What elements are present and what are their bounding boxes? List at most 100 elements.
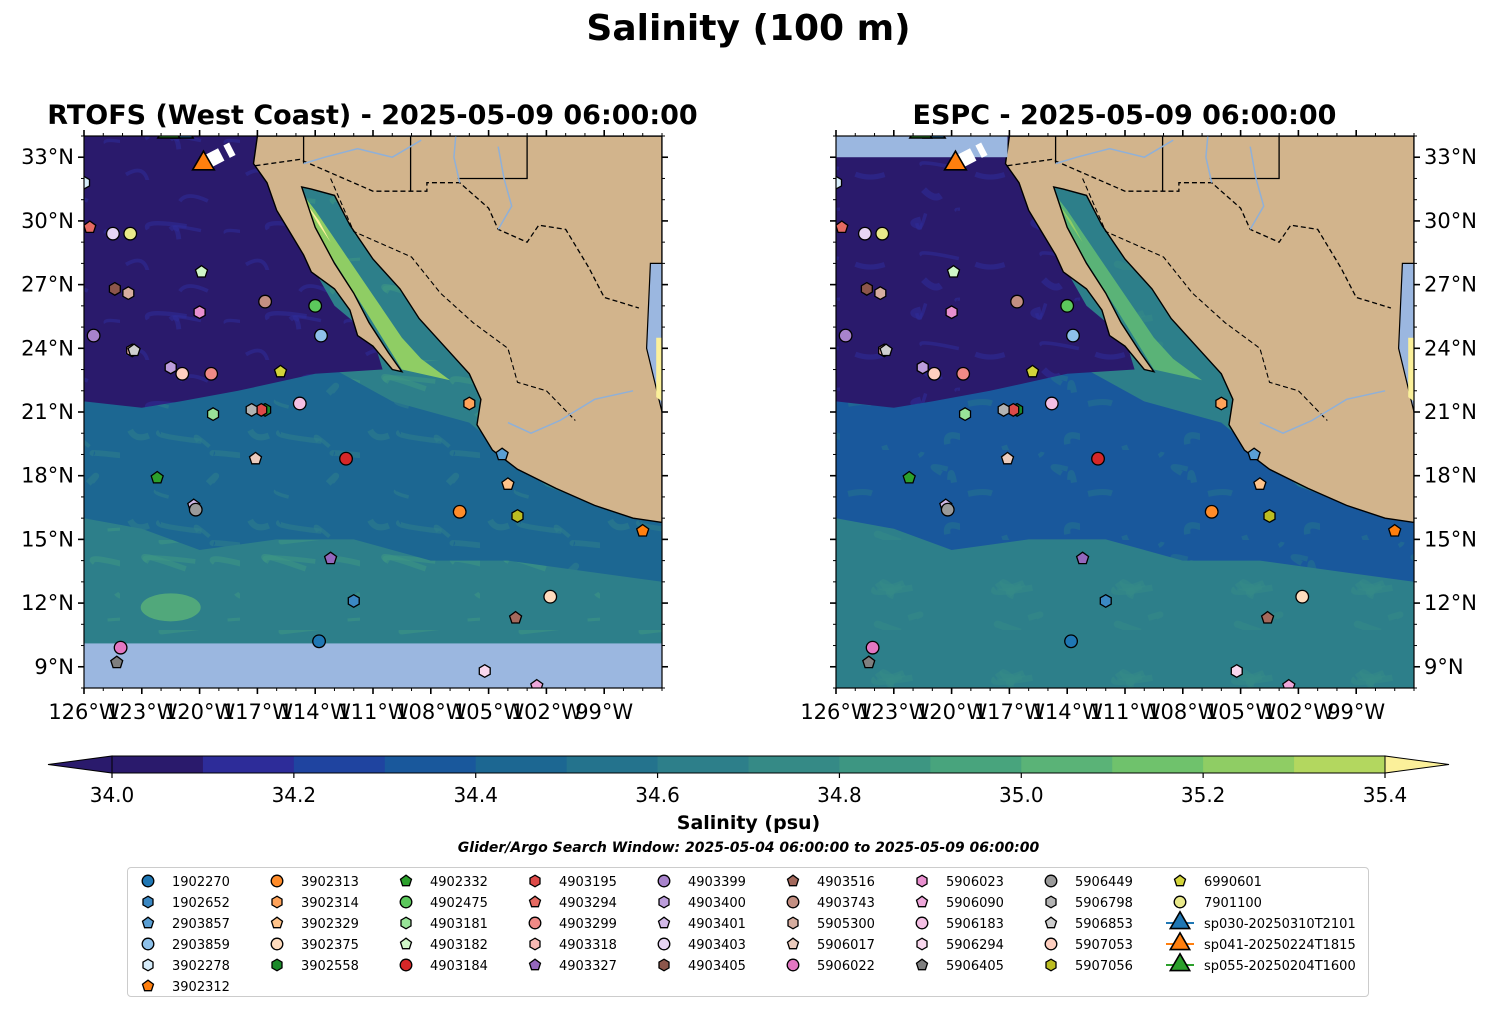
legend-entry-1902270: 1902270	[141, 874, 230, 890]
float-3902329	[501, 477, 515, 490]
float-4903184	[339, 451, 353, 466]
float-4902332	[150, 470, 164, 484]
legend-label: sp030-20250310T2101	[1204, 917, 1356, 932]
legend-label: 2903857	[172, 917, 230, 932]
ocean-field-north	[836, 136, 1135, 408]
float-4903400	[164, 360, 177, 375]
legend-marker-5905300	[787, 916, 799, 930]
river-2	[497, 146, 513, 230]
legend-marker-sp041-20250224T1815	[1168, 931, 1192, 951]
river-3	[1259, 390, 1386, 435]
gulf-head	[1055, 199, 1083, 243]
float-4903516	[1260, 610, 1275, 624]
legend-label: 4903743	[817, 896, 875, 911]
legend-entry-5906449: 5906449	[1044, 874, 1133, 890]
colorbar-segment	[566, 756, 659, 773]
legend-marker-4903195	[529, 874, 541, 888]
map-panel-espc: 126°W123°W120°W117°W114°W111°W108°W105°W…	[800, 130, 1477, 724]
colorbar-tick-label: 34.6	[635, 783, 680, 807]
y-tick-label: 21°N	[21, 400, 74, 424]
x-tick-label: 123°W	[858, 700, 930, 724]
legend-entry-sp030-20250310T2101: sp030-20250310T2101	[1166, 910, 1356, 932]
legend-entry-3902375: 3902375	[270, 937, 359, 953]
float-5906449	[188, 502, 203, 517]
legend-marker-4902332	[399, 874, 413, 887]
legend-label: 4903405	[688, 959, 746, 974]
legend-marker-3902313	[270, 874, 284, 888]
colorbar-tick-label: 35.2	[1181, 783, 1226, 807]
float-4903182	[946, 264, 961, 278]
legend-marker-5906449	[1044, 874, 1058, 888]
float-4902475	[308, 298, 323, 313]
legend-label: 1902652	[172, 896, 230, 911]
glider-sp030-20250310T2101	[922, 136, 947, 139]
legend-entry-4903403: 4903403	[657, 937, 746, 953]
colorbar-tick-label: 35.4	[1363, 783, 1408, 807]
colorbar-extend-high	[1384, 755, 1450, 774]
legend-entry-2903859: 2903859	[141, 937, 230, 953]
legend-marker-4903181	[400, 916, 412, 930]
float-5905300	[874, 286, 887, 301]
float-5906294	[1230, 663, 1243, 679]
y-tick-label: 33°N	[1424, 145, 1477, 169]
float-5906022	[865, 640, 880, 655]
glider-sp030-20250310T2101	[170, 136, 195, 139]
legend-entry-4903400: 4903400	[658, 895, 746, 911]
legend-marker-3902312	[141, 979, 155, 992]
figure-title: Salinity (100 m)	[586, 8, 911, 49]
float-5906853	[879, 343, 893, 357]
legend-entry-3902314: 3902314	[271, 895, 359, 911]
legend-label: 5906449	[1075, 875, 1133, 890]
legend-entry-5906023: 5906023	[916, 874, 1004, 890]
legend-marker-5906023	[916, 874, 928, 888]
float-3902312	[1387, 523, 1402, 537]
x-tick-label: 108°W	[395, 700, 467, 724]
float-4903181	[206, 407, 220, 422]
float-5906449	[940, 502, 955, 517]
float-5906090	[1282, 678, 1296, 688]
float-5907053	[175, 366, 190, 381]
state-border-2	[457, 136, 528, 180]
legend-marker-3902314	[271, 895, 283, 909]
legend-label: 4903184	[430, 959, 488, 974]
legend-label: 4903327	[559, 959, 617, 974]
map-panels: 126°W123°W120°W117°W114°W111°W108°W105°W…	[21, 130, 1477, 724]
float-4903182	[194, 264, 209, 278]
x-tick-label: 120°W	[916, 700, 988, 724]
legend-marker-4903182	[399, 937, 413, 950]
float-1902270	[312, 634, 327, 649]
x-tick-label: 120°W	[164, 700, 236, 724]
float-5906294	[478, 663, 491, 679]
colorbar-segment	[384, 756, 477, 773]
legend-marker-5906798	[1045, 895, 1057, 909]
legend-label: 4903399	[688, 875, 746, 890]
float-7901100	[875, 226, 890, 241]
legend-label: 6990601	[1204, 875, 1262, 890]
colorbar-segment	[748, 756, 840, 773]
legend-marker-3902278	[142, 958, 154, 972]
float-4903399	[86, 328, 101, 343]
float-4903403	[857, 226, 872, 241]
float-3902329	[1253, 477, 1267, 490]
y-tick-label: 12°N	[1424, 591, 1477, 615]
eddy-feature	[140, 593, 201, 622]
panel-title-rtofs: RTOFS (West Coast) - 2025-05-09 06:00:00	[47, 100, 698, 131]
float-4903181	[958, 407, 972, 422]
legend-entry-sp055-20250204T1600: sp055-20250204T1600	[1166, 952, 1356, 974]
legend-label: 4903299	[559, 917, 617, 932]
legend-label: 3902314	[301, 896, 359, 911]
legend-entry-5905300: 5905300	[787, 916, 875, 932]
legend-label: 5906090	[946, 896, 1004, 911]
float-5906853	[127, 343, 141, 357]
legend-label: 4903400	[688, 896, 746, 911]
no-data-band	[84, 643, 662, 688]
float-1902270	[1064, 634, 1079, 649]
legend-entry-4903516: 4903516	[786, 874, 875, 890]
colorbar-segment	[657, 756, 749, 773]
float-5906183	[292, 396, 307, 411]
legend-entry-3902558: 3902558	[271, 958, 359, 974]
legend-marker-5907056	[1045, 958, 1057, 972]
y-tick-label: 24°N	[21, 336, 74, 360]
float-4903294	[84, 220, 97, 234]
legend-entry-5906853: 5906853	[1044, 916, 1133, 932]
